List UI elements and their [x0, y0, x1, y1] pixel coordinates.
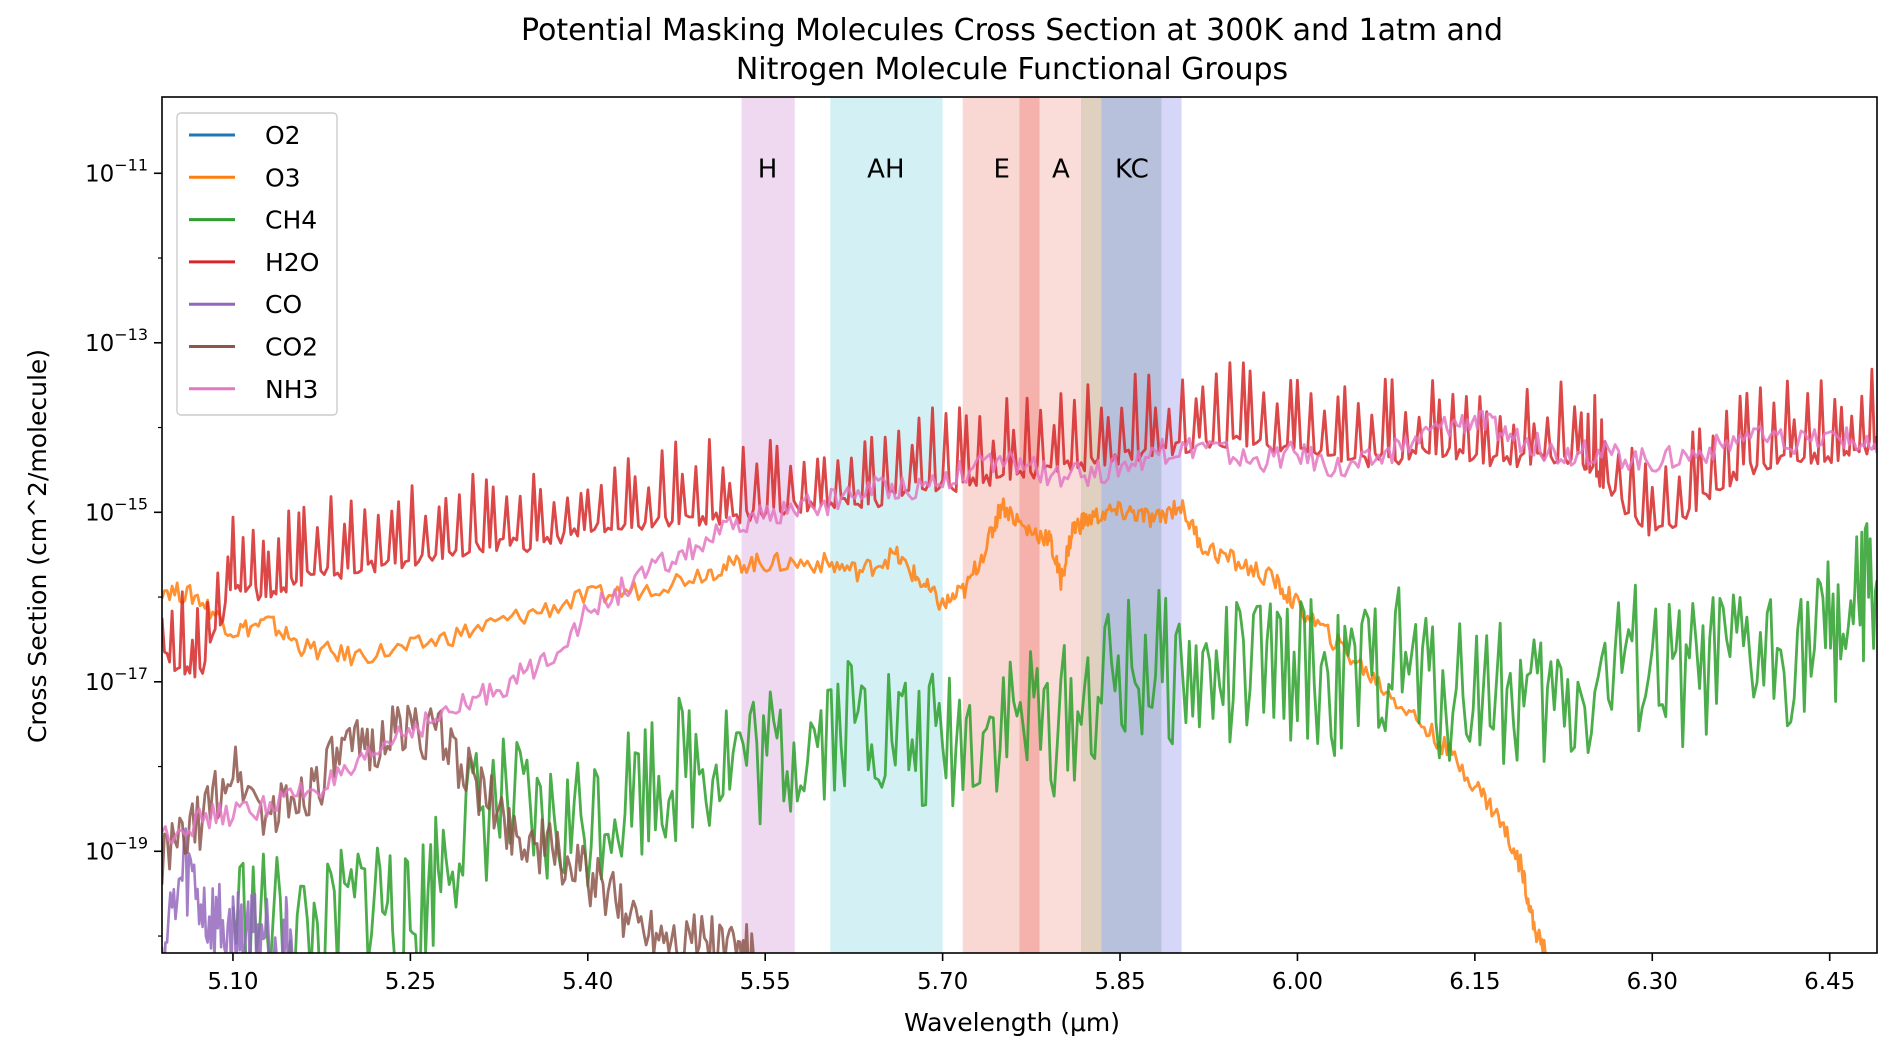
- x-tick-label: 5.70: [917, 969, 968, 995]
- band-overlap-7: [1161, 97, 1182, 953]
- band-label-h: H: [758, 155, 778, 185]
- y-tick-label: 10−17: [85, 664, 148, 696]
- functional-group-bands: [741, 97, 1182, 953]
- x-tick-label: 5.85: [1094, 969, 1145, 995]
- legend-box: [176, 112, 338, 416]
- band-h: [741, 97, 795, 953]
- legend-label: CH4: [265, 206, 317, 235]
- chart-title-line-2: Nitrogen Molecule Functional Groups: [736, 52, 1288, 87]
- series-lines: [162, 361, 1877, 953]
- series-ch4: [231, 522, 1877, 953]
- legend-entry-ch4: CH4: [189, 206, 317, 235]
- series-line-o3: [162, 497, 1548, 953]
- legend-label: NH3: [265, 375, 318, 404]
- x-tick-label: 6.00: [1272, 969, 1323, 995]
- band-label-kc: KC: [1115, 155, 1149, 185]
- legend-entry-o2: O2: [189, 121, 301, 150]
- legend-label: H2O: [265, 248, 319, 277]
- legend-label: O3: [265, 163, 301, 192]
- series-nh3: [162, 409, 1877, 845]
- x-axis-label: Wavelength (μm): [904, 1008, 1120, 1037]
- plot-area-frame: [161, 96, 1878, 954]
- x-tick-label: 5.55: [740, 969, 791, 995]
- legend-label: CO: [265, 290, 302, 319]
- legend-entry-co2: CO2: [189, 333, 318, 362]
- legend-entry-h2o: H2O: [189, 248, 319, 277]
- series-line-h2o: [162, 361, 1877, 679]
- y-axis-ticks: 10−11 10−13 10−15 10−17 10−19: [85, 155, 162, 937]
- x-tick-label: 5.10: [207, 969, 258, 995]
- series-co: [162, 827, 294, 953]
- chart-title-line-1: Potential Masking Molecules Cross Sectio…: [521, 13, 1503, 48]
- legend-entry-nh3: NH3: [189, 375, 318, 404]
- legend-label: CO2: [265, 333, 318, 362]
- y-axis-label: Cross Section (cm^2/molecule): [23, 349, 52, 743]
- x-tick-label: 6.45: [1804, 969, 1855, 995]
- series-co2: [162, 704, 755, 953]
- x-axis-ticks: 5.10 5.25 5.40 5.55 5.70 5.85 6.00 6.15 6.30 6.45: [207, 953, 1855, 995]
- band-label-a: A: [1052, 155, 1070, 185]
- x-tick-label: 5.25: [385, 969, 436, 995]
- series-line-nh3: [162, 409, 1877, 845]
- x-tick-label: 5.40: [562, 969, 613, 995]
- band-label-e: E: [994, 155, 1010, 185]
- y-tick-label: 10−13: [85, 325, 148, 357]
- series-line-ch4: [231, 522, 1877, 953]
- legend-entry-co: CO: [189, 290, 302, 319]
- legend: O2 O3 CH4 H2O CO CO2 NH3: [176, 112, 338, 416]
- y-tick-label: 10−11: [85, 155, 148, 187]
- y-tick-label: 10−19: [85, 833, 148, 865]
- band-label-ah: AH: [867, 155, 904, 185]
- x-tick-label: 6.15: [1449, 969, 1500, 995]
- band-labels: H AH E A KC: [758, 155, 1149, 185]
- band-kc: [1101, 97, 1162, 953]
- legend-entry-o3: O3: [189, 163, 301, 192]
- x-tick-label: 6.30: [1627, 969, 1678, 995]
- y-tick-label: 10−15: [85, 494, 148, 526]
- series-line-co2: [162, 704, 755, 953]
- series-line-co: [162, 827, 294, 953]
- series-h2o: [162, 361, 1877, 679]
- band-e: [962, 97, 1040, 953]
- series-o3: [162, 497, 1548, 953]
- band-ah: [830, 97, 943, 953]
- legend-label: O2: [265, 121, 301, 150]
